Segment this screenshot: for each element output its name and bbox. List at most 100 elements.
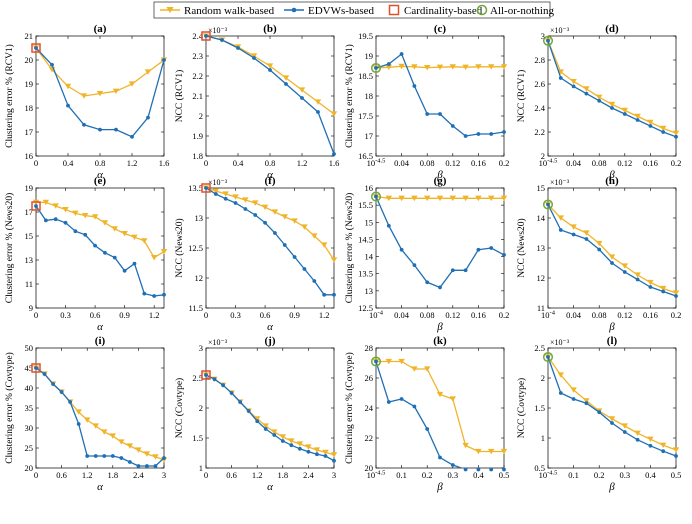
panel-c-point-random-walk — [398, 63, 405, 70]
panel-g-point-edvw — [450, 268, 455, 273]
panel-b-xlabel: α — [267, 169, 273, 181]
panel-i-ytick-label: 25 — [25, 443, 34, 453]
panel-d-point-random-walk — [672, 130, 680, 136]
panel-a-title: (a) — [94, 23, 107, 35]
panel-f-point-edvw — [273, 231, 277, 235]
panel-f-point-random-walk — [330, 257, 338, 263]
panel-f-ytick-label: 12.5 — [188, 243, 203, 253]
panel-d-point-edvw — [558, 76, 563, 80]
panel-l-xtick-label: 0.4 — [645, 470, 656, 480]
panel-h-xtick-label: 10-4 — [541, 310, 556, 321]
panel-i-point-random-walk — [84, 417, 91, 423]
panel-e-point-edvw — [152, 294, 157, 298]
panel-d-xtick-label: 0.12 — [617, 158, 632, 168]
panel-i-point-random-walk — [126, 443, 134, 449]
panel-e-point-edvw — [103, 250, 107, 255]
panel-g-xtick-label: 10-4 — [369, 310, 384, 321]
panel-a-point-random-walk — [144, 69, 152, 75]
panel-l-point-random-walk — [672, 447, 680, 453]
panel-c-title: (c) — [434, 23, 447, 35]
panel-k-xtick-label: 10-4.5 — [367, 470, 386, 481]
panel-l-point-all-or-nothing — [542, 351, 554, 363]
panel-g-xtick-label: 0.16 — [471, 310, 486, 320]
panel-e-point-edvw — [43, 218, 48, 223]
panel-i-point-edvw — [136, 464, 141, 468]
panel-b-ytick-label: 1.9 — [192, 131, 203, 141]
panel-a-point-random-walk — [112, 88, 120, 94]
panel-d-xtick-exp: -4.5 — [547, 158, 557, 165]
panel-g-point-random-walk — [436, 195, 444, 202]
panel-e-point-edvw — [83, 232, 88, 237]
panel-j-point-random-walk — [296, 441, 304, 447]
panel-h-point-random-walk — [634, 272, 641, 278]
panel-h-point-edvw — [610, 261, 614, 265]
panel-a-point-edvw — [130, 134, 134, 139]
panel-l-ytick-label: 1 — [541, 433, 545, 443]
panel-a-point-edvw — [66, 103, 70, 108]
panel-h-ytick-label: 11 — [537, 303, 545, 313]
panel-c-point-random-walk — [488, 64, 495, 70]
panel-f-xtick-label: 0.6 — [260, 310, 271, 320]
panel-c-point-random-walk — [411, 64, 418, 70]
panel-l-ylabel: NCC (Covtype) — [516, 378, 527, 438]
panel-c-xtick-label: 0.04 — [394, 158, 410, 168]
panel-c-xlabel: β — [436, 169, 443, 181]
panel-j-point-random-walk — [262, 423, 269, 429]
panel-e-xtick-label: 0.9 — [119, 310, 130, 320]
panel-b-ylabel: NCC (RCV1) — [174, 70, 185, 123]
panel-j-point-random-walk — [313, 447, 321, 453]
panel-k-point-random-walk — [411, 366, 418, 372]
panel-h-title: (h) — [605, 175, 619, 187]
panel-c-point-random-walk — [436, 64, 444, 70]
panel-k-point-edvw — [425, 427, 430, 431]
panel-b-ytick-label: 2 — [199, 111, 203, 121]
panel-f-point-cardinality — [201, 183, 211, 193]
panel-d-point-edvw — [661, 130, 666, 134]
panel-i-ytick-label: 30 — [25, 423, 34, 433]
panel-c-ytick-label: 19.5 — [358, 31, 373, 41]
panel-f-point-random-walk — [301, 224, 308, 230]
panel-d-point-edvw — [546, 38, 550, 43]
panel-h-point-random-walk — [583, 230, 590, 236]
panel-j-point-edvw — [246, 409, 251, 413]
panel-i-point-random-walk — [143, 451, 151, 457]
panel-c-point-random-walk — [475, 64, 482, 70]
panel-a: (a) 0 0.4 0.8 1.2 1.6 16 17 18 19 20 21 α Clustering … — [4, 23, 169, 181]
panel-c-xtick-exp: -4.5 — [375, 158, 385, 165]
panel-k-point-edvw — [502, 467, 506, 472]
panel-a-xtick-label: 1.6 — [159, 158, 170, 168]
panel-a-point-edvw — [34, 46, 38, 50]
panel-i-ytick-label: 45 — [25, 363, 34, 373]
panel-e-xlabel: α — [97, 321, 103, 333]
panel-k-point-random-walk — [488, 448, 495, 455]
panel-b-exponent: ×10⁻³ — [208, 26, 228, 35]
panel-g-ytick-label: 15 — [365, 217, 374, 227]
panel-e-xtick-label: 0.3 — [60, 310, 71, 320]
panel-l-point-edvw — [674, 454, 678, 458]
panel-f-point-edvw — [312, 279, 317, 283]
panel-j-xtick-label: 1.8 — [277, 470, 288, 480]
panel-g-point-edvw — [463, 268, 468, 273]
panel-f-point-edvw — [302, 267, 307, 271]
panel-b-title: (b) — [263, 23, 277, 35]
panel-k: (k) 10-4.5 0.1 0.2 0.3 0.4 0.5 20 22 24 26 28 β Clust… — [344, 335, 509, 493]
panel-a-point-cardinality — [31, 43, 41, 53]
panel-j-point-edvw — [263, 427, 268, 431]
panel-k-point-all-or-nothing — [370, 356, 382, 367]
panel-i-point-edvw — [34, 366, 38, 370]
panel-k-point-edvw — [399, 397, 404, 401]
panel-i-xlabel: α — [97, 481, 103, 493]
panel-l-point-edvw — [558, 391, 563, 395]
panel-c-ytick-label: 18.5 — [358, 71, 373, 81]
panel-f-point-random-walk — [271, 209, 279, 215]
panel-h-point-edvw — [622, 270, 627, 274]
panel-e-point-random-walk — [131, 234, 138, 240]
panel-i-xtick-label: 1.2 — [82, 470, 93, 480]
panel-b-point-cardinality — [201, 31, 211, 41]
panel-d-ytick-label: 2.6 — [534, 79, 545, 89]
panel-e-point-cardinality — [31, 201, 41, 211]
panel-h-point-random-walk — [557, 215, 564, 221]
panel-i-point-edvw — [102, 454, 107, 458]
panel-l-xtick-label: 0.3 — [619, 470, 630, 480]
panel-h: (h) ×10⁻³ 10-4 0.04 0.08 0.12 0.16 0.2 11 12 13 14 1… — [516, 175, 681, 333]
